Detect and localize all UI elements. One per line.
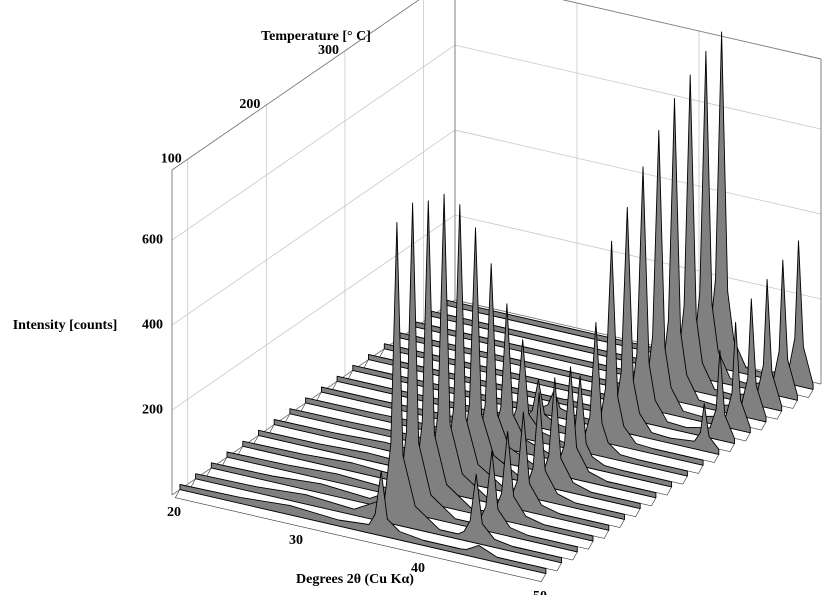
z-tick-label: 100 (161, 151, 182, 166)
x-tick-label: 40 (411, 561, 425, 576)
y-axis-title: Intensity [counts] (13, 318, 118, 333)
pattern-trace (383, 130, 751, 434)
z-tick-label: 200 (239, 97, 260, 112)
axis-edge (171, 299, 456, 496)
grid-line (171, 214, 456, 411)
grid-line (454, 214, 822, 300)
pattern-trace (446, 31, 814, 390)
pattern-trace (430, 50, 798, 401)
z-axis-title: Temperature [° C] (261, 29, 371, 44)
z-tick-label: 400 (397, 0, 418, 4)
grid-line (454, 129, 822, 215)
axis-edge (171, 0, 420, 171)
z-tick-label: 300 (318, 43, 339, 58)
grid-line (171, 44, 456, 241)
x-tick-label: 30 (289, 533, 303, 548)
axis-edge (561, 0, 822, 60)
grid-line (454, 44, 822, 130)
traces (174, 31, 814, 583)
pattern-trace (415, 74, 783, 412)
x-tick-label: 20 (167, 505, 181, 520)
y-tick-label: 400 (142, 317, 163, 332)
y-tick-label: 200 (142, 402, 163, 417)
pattern-trace (399, 97, 767, 423)
y-tick-label: 600 (142, 232, 163, 247)
labels: Temperature [° C] Intensity [counts] Deg… (13, 0, 547, 595)
pattern-trace (179, 470, 547, 575)
x-axis-title: Degrees 2θ (Cu Kα) (296, 572, 414, 587)
grid-line (171, 129, 456, 326)
grid (171, 0, 822, 496)
pattern-trace (368, 166, 735, 445)
x-tick-label: 50 (533, 589, 547, 595)
